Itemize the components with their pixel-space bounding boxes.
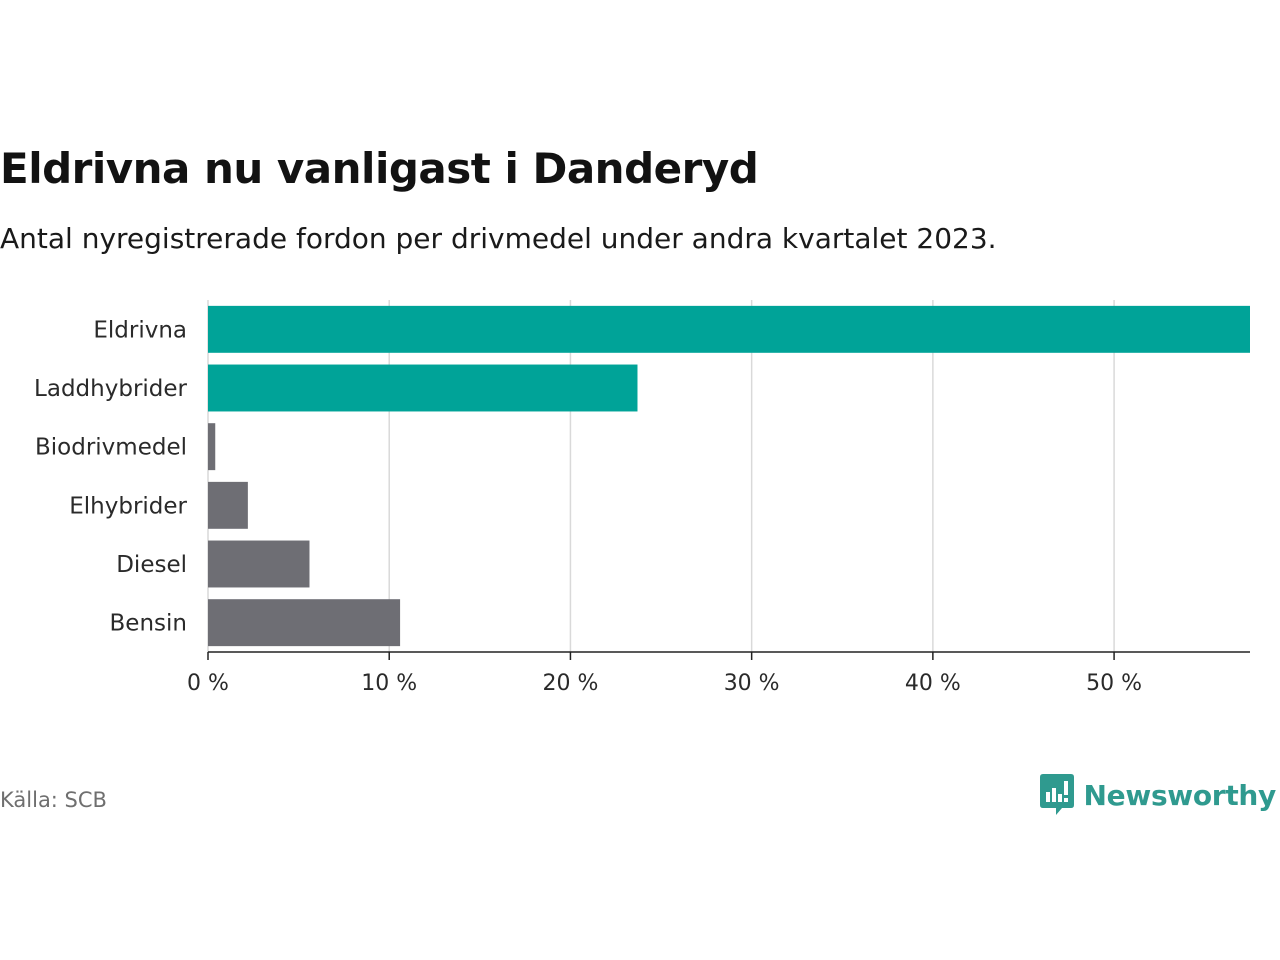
bar-chart: Eldrivna Laddhybrider Biodrivmedel Elhybrid…	[34, 300, 1250, 696]
category-label: Bensin	[110, 611, 187, 637]
x-tick-label: 0 %	[187, 671, 229, 696]
bar-laddhybrider	[208, 364, 638, 412]
bar-elhybrider	[208, 481, 248, 529]
category-labels: Eldrivna Laddhybrider Biodrivmedel Elhybrid…	[34, 317, 187, 636]
x-tick-label: 30 %	[724, 671, 780, 696]
category-label: Eldrivna	[93, 317, 187, 343]
brand-name: Newsworthy	[1083, 778, 1277, 812]
gridlines	[207, 300, 1115, 652]
category-label: Elhybrider	[69, 493, 187, 519]
x-tick-label: 10 %	[361, 671, 417, 696]
bar-chart-speech-bubble-icon	[1039, 774, 1074, 815]
x-axis: 0 % 10 % 20 % 30 % 40 % 50 %	[187, 651, 1250, 696]
bar-eldrivna	[208, 305, 1250, 353]
chart-title: Eldrivna nu vanligast i Danderyd	[0, 144, 759, 193]
x-tick-label: 40 %	[905, 671, 961, 696]
category-label: Diesel	[116, 552, 187, 578]
brand-logo: Newsworthy	[1039, 774, 1277, 816]
bars	[208, 305, 1250, 647]
x-tick-label: 20 %	[542, 671, 598, 696]
category-label: Laddhybrider	[34, 376, 187, 402]
bar-biodrivmedel	[208, 423, 216, 471]
source-note: Källa: SCB	[0, 788, 107, 812]
bar-diesel	[208, 540, 310, 588]
bar-bensin	[208, 599, 401, 647]
category-label: Biodrivmedel	[35, 435, 187, 461]
chart-subtitle: Antal nyregistrerade fordon per drivmede…	[0, 222, 997, 255]
x-tick-label: 50 %	[1086, 671, 1142, 696]
